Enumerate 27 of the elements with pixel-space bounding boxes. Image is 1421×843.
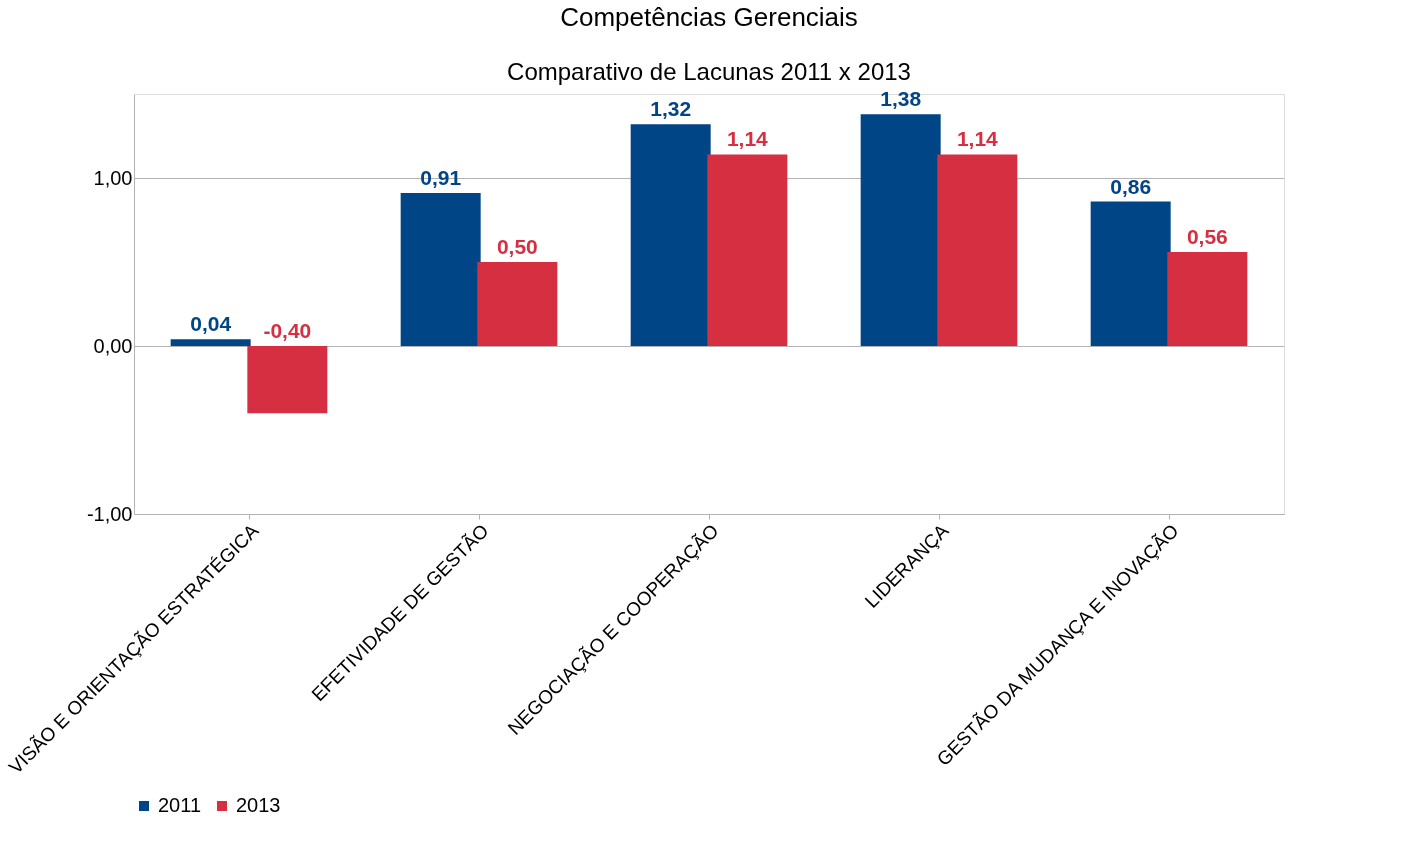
data-label: 1,14 — [956, 127, 999, 151]
data-label: 0,91 — [420, 166, 462, 190]
y-tick-label: 1,00 — [93, 166, 133, 189]
bar — [170, 339, 251, 346]
bar — [247, 346, 328, 414]
data-label: 0,56 — [1186, 224, 1228, 248]
data-label: 1,32 — [650, 97, 692, 121]
bar — [1090, 201, 1171, 346]
data-label: -0,40 — [263, 319, 312, 342]
y-tick-label: -1,00 — [86, 502, 133, 525]
data-label: 0,86 — [1110, 174, 1152, 198]
y-tick-label: 0,00 — [93, 334, 133, 357]
bar — [1167, 251, 1248, 346]
bar — [630, 124, 711, 346]
bar — [937, 154, 1018, 346]
data-label: 0,04 — [190, 312, 232, 336]
bar — [477, 262, 558, 346]
legend-label: 2013 — [236, 794, 281, 816]
bar — [707, 154, 788, 346]
chart-title: Competências Gerenciais — [560, 2, 858, 33]
legend-label: 2011 — [158, 794, 202, 816]
bar — [400, 193, 481, 346]
data-label: 1,14 — [726, 127, 769, 151]
bar — [860, 114, 941, 346]
chart-subtitle: Comparativo de Lacunas 2011 x 2013 — [507, 58, 911, 86]
data-label: 0,50 — [496, 235, 538, 258]
data-label: 1,38 — [880, 87, 922, 111]
